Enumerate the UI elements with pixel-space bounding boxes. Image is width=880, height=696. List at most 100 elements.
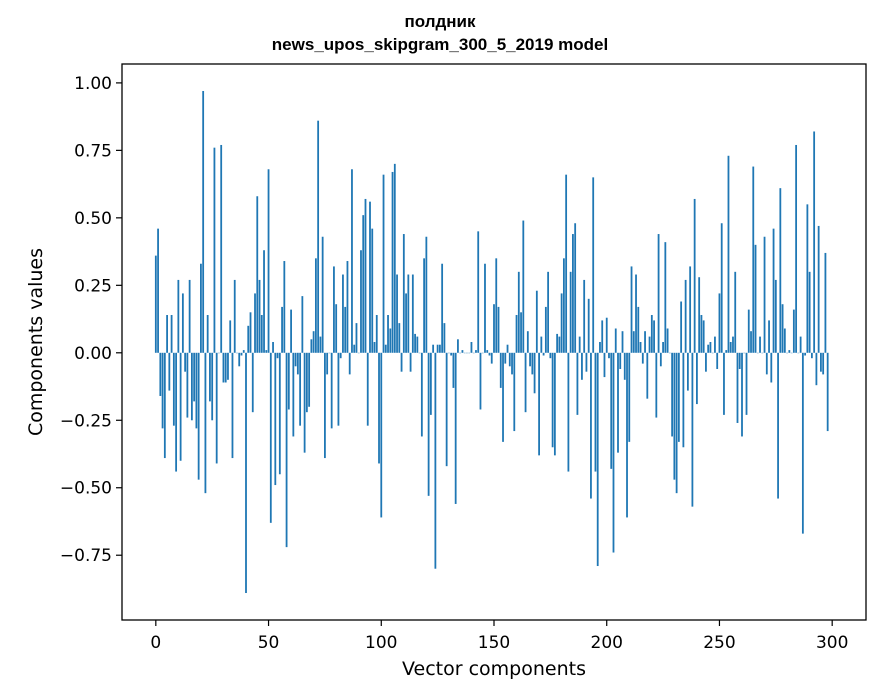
bar-153 bbox=[499, 352, 502, 388]
bar-71 bbox=[314, 258, 317, 353]
bar-273 bbox=[770, 352, 773, 383]
bar-223 bbox=[657, 234, 660, 353]
bar-210 bbox=[628, 352, 631, 442]
bar-109 bbox=[400, 352, 403, 372]
bar-231 bbox=[675, 352, 678, 494]
bar-106 bbox=[393, 163, 396, 353]
bar-95 bbox=[369, 201, 371, 353]
bar-12 bbox=[181, 293, 184, 353]
bar-72 bbox=[317, 120, 320, 353]
bar-163 bbox=[522, 220, 525, 353]
bar-152 bbox=[497, 306, 500, 353]
bar-173 bbox=[544, 306, 547, 353]
bar-274 bbox=[772, 228, 775, 353]
bar-40 bbox=[245, 352, 247, 594]
bar-278 bbox=[781, 304, 784, 353]
bar-13 bbox=[184, 352, 187, 372]
bar-52 bbox=[272, 342, 274, 353]
bar-110 bbox=[402, 234, 405, 353]
bar-198 bbox=[601, 320, 604, 353]
bar-60 bbox=[290, 309, 292, 353]
x-tick-label: 250 bbox=[703, 633, 735, 653]
bar-136 bbox=[461, 350, 464, 353]
bar-89 bbox=[355, 323, 358, 353]
bar-164 bbox=[524, 352, 527, 413]
bar-82 bbox=[339, 352, 342, 359]
bar-215 bbox=[639, 342, 642, 353]
bar-75 bbox=[324, 352, 326, 459]
bar-205 bbox=[617, 352, 619, 453]
bar-189 bbox=[581, 352, 583, 380]
bar-202 bbox=[610, 352, 613, 469]
bar-119 bbox=[423, 258, 426, 353]
bar-124 bbox=[434, 352, 437, 569]
bar-87 bbox=[351, 169, 353, 353]
bar-174 bbox=[547, 271, 550, 353]
bar-251 bbox=[720, 223, 723, 353]
bar-91 bbox=[360, 250, 362, 353]
bars bbox=[154, 90, 829, 594]
bar-100 bbox=[380, 352, 383, 518]
bar-121 bbox=[427, 352, 430, 496]
bar-7 bbox=[170, 315, 173, 353]
bar-221 bbox=[653, 320, 655, 353]
x-tick-label: 150 bbox=[478, 633, 510, 653]
plot-frame bbox=[121, 63, 867, 621]
bar-295 bbox=[820, 352, 822, 372]
bar-112 bbox=[407, 274, 410, 353]
bar-9 bbox=[175, 352, 178, 472]
bar-6 bbox=[168, 352, 171, 391]
bar-80 bbox=[335, 304, 338, 353]
bar-208 bbox=[623, 352, 626, 380]
y-tick-label: −0.50 bbox=[60, 479, 112, 499]
bar-63 bbox=[296, 352, 299, 375]
bar-42 bbox=[249, 312, 252, 353]
x-tick-label: 200 bbox=[591, 633, 623, 653]
bar-126 bbox=[438, 344, 441, 353]
bar-220 bbox=[650, 315, 653, 353]
bar-218 bbox=[646, 352, 649, 399]
y-tick-label: 0.50 bbox=[74, 209, 112, 229]
y-tick-label: 1.00 bbox=[74, 74, 112, 94]
bar-229 bbox=[671, 352, 674, 437]
bar-284 bbox=[795, 144, 798, 353]
bar-74 bbox=[321, 236, 324, 353]
bar-184 bbox=[569, 271, 572, 353]
bar-113 bbox=[409, 352, 412, 372]
bar-118 bbox=[420, 352, 423, 437]
bar-193 bbox=[590, 352, 592, 499]
bar-177 bbox=[553, 352, 556, 456]
bar-183 bbox=[567, 352, 570, 472]
bar-219 bbox=[648, 336, 651, 353]
bar-58 bbox=[285, 352, 288, 548]
bar-99 bbox=[378, 352, 380, 464]
bar-116 bbox=[416, 336, 419, 353]
y-axis-ticks: −0.75 −0.50 −0.25 0.00 0.25 0.50 0.75 1.00 bbox=[60, 74, 122, 566]
bar-68 bbox=[308, 352, 311, 407]
bar-26 bbox=[213, 147, 216, 353]
bar-180 bbox=[560, 293, 563, 353]
bar-268 bbox=[759, 336, 761, 353]
bar-16 bbox=[190, 352, 193, 421]
bar-23 bbox=[206, 315, 209, 353]
bar-46 bbox=[258, 279, 261, 353]
bar-151 bbox=[495, 258, 498, 353]
bar-134 bbox=[457, 339, 459, 353]
bar-37 bbox=[238, 352, 241, 367]
bar-194 bbox=[592, 177, 595, 353]
bar-123 bbox=[432, 344, 435, 353]
bar-66 bbox=[303, 352, 306, 453]
bar-96 bbox=[371, 228, 374, 353]
y-tick-label: −0.25 bbox=[60, 411, 112, 431]
bar-249 bbox=[716, 352, 719, 369]
bar-224 bbox=[659, 352, 662, 367]
bar-217 bbox=[644, 331, 646, 353]
bar-293 bbox=[815, 352, 818, 386]
y-axis-label: Components values bbox=[25, 247, 47, 437]
bar-150 bbox=[493, 304, 495, 353]
bar-49 bbox=[265, 350, 268, 353]
bar-262 bbox=[745, 352, 748, 415]
bar-286 bbox=[799, 336, 802, 353]
bar-296 bbox=[822, 352, 825, 375]
bar-197 bbox=[599, 342, 601, 353]
